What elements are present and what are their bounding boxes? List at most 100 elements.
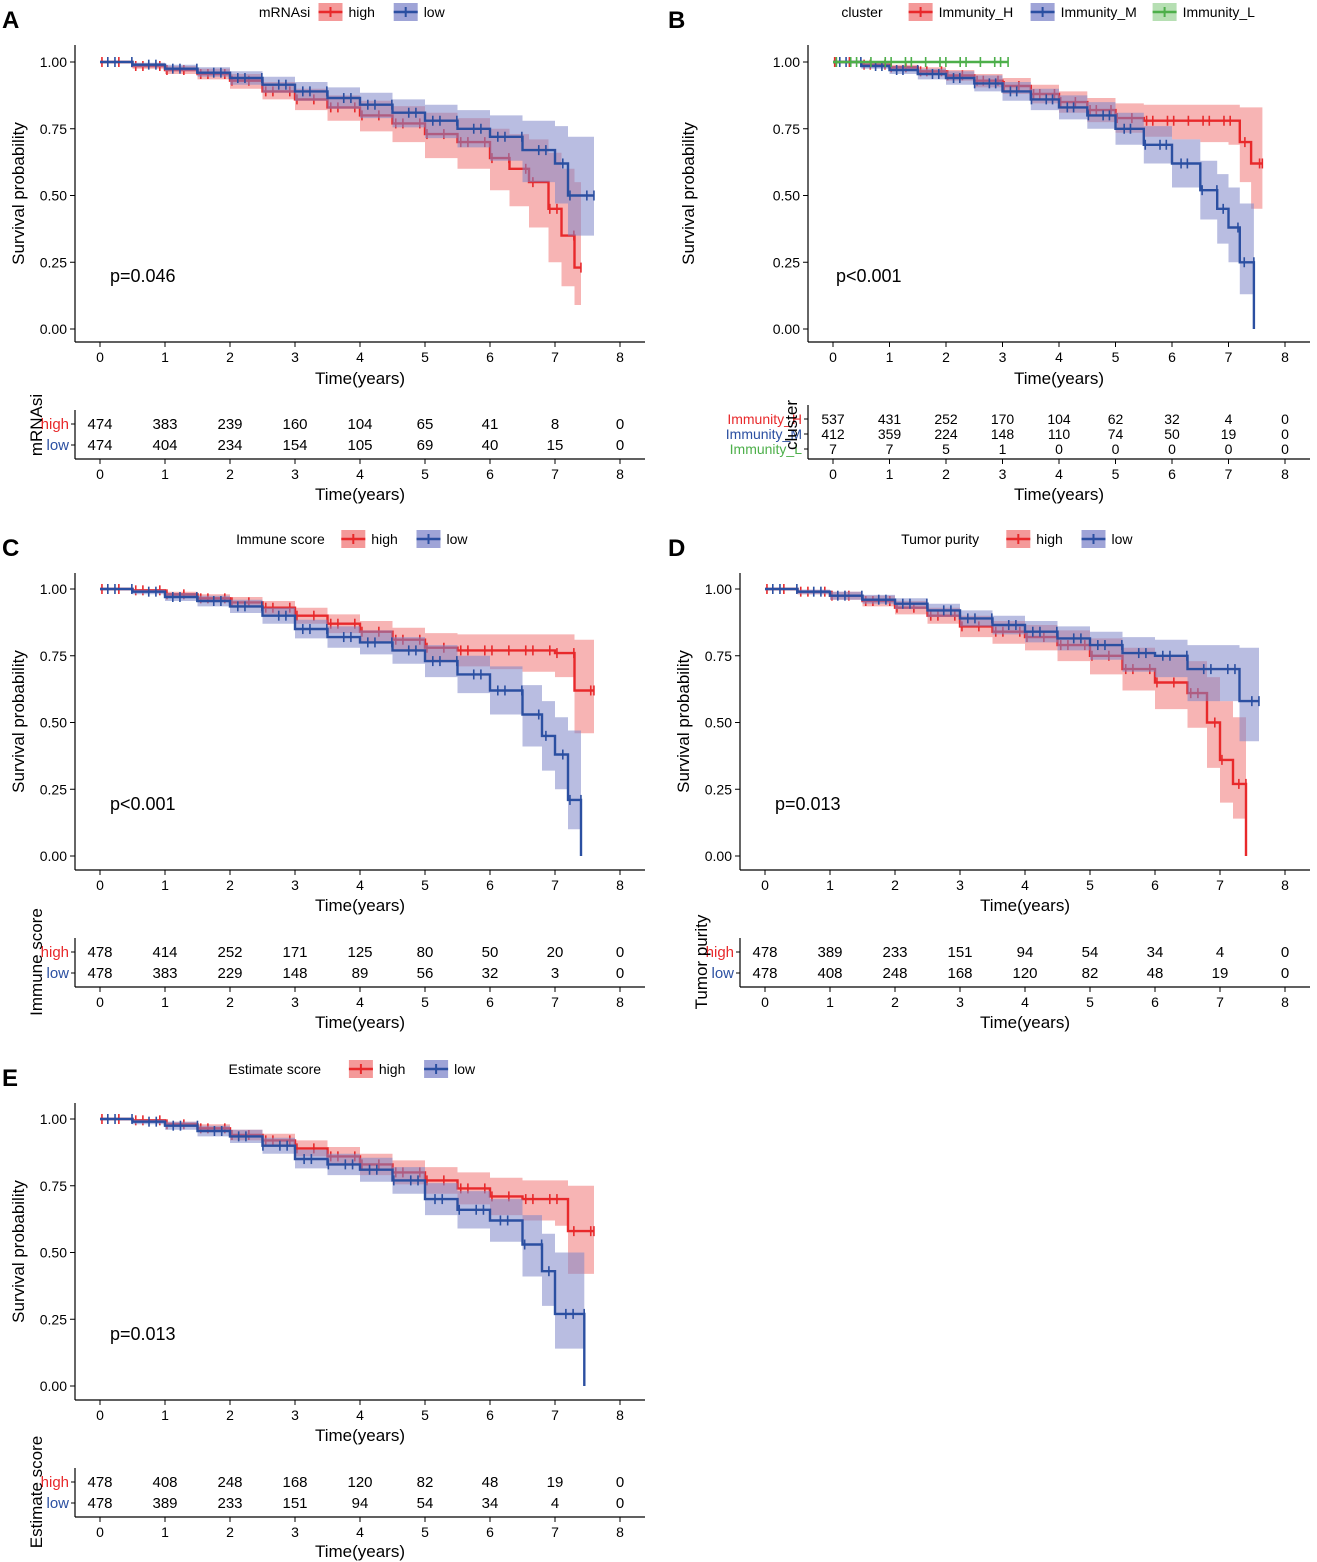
risk-count: 0 bbox=[616, 965, 624, 982]
risk-count: 41 bbox=[482, 416, 499, 433]
y-tick-label: 0.50 bbox=[773, 188, 800, 204]
risk-x-tick-label: 5 bbox=[421, 1524, 429, 1540]
x-tick-label: 4 bbox=[356, 1407, 364, 1423]
risk-count: 474 bbox=[87, 416, 112, 433]
risk-table-y-label: Estimate score bbox=[27, 1436, 46, 1548]
risk-count: 50 bbox=[1164, 426, 1180, 442]
risk-count: 0 bbox=[616, 416, 624, 433]
x-tick-label: 3 bbox=[291, 1407, 299, 1423]
risk-count: 74 bbox=[1108, 426, 1124, 442]
risk-x-tick-label: 7 bbox=[1216, 994, 1224, 1010]
risk-count: 82 bbox=[1082, 965, 1099, 982]
x-tick-label: 5 bbox=[421, 349, 429, 365]
risk-row-label: low bbox=[46, 437, 69, 454]
x-tick-label: 5 bbox=[1112, 349, 1120, 365]
risk-x-tick-label: 4 bbox=[356, 1524, 364, 1540]
risk-row-label: low bbox=[711, 965, 734, 982]
risk-count: 478 bbox=[87, 965, 112, 982]
legend-label: Immunity_M bbox=[1061, 4, 1137, 20]
legend: Immune score high low bbox=[236, 530, 468, 548]
x-tick-label: 5 bbox=[421, 1407, 429, 1423]
risk-count: 160 bbox=[282, 416, 307, 433]
series-immunity_l bbox=[833, 57, 1009, 67]
y-tick-label: 0.00 bbox=[40, 1378, 67, 1394]
risk-count: 8 bbox=[551, 416, 559, 433]
risk-x-tick-label: 6 bbox=[1151, 994, 1159, 1010]
risk-x-tick-label: 6 bbox=[486, 1524, 494, 1540]
risk-row-low: low 478 389 233 151 94 54 34 4 0 bbox=[46, 1495, 624, 1512]
risk-count: 4 bbox=[551, 1495, 559, 1512]
x-axis-label: Time(years) bbox=[315, 1426, 405, 1445]
y-tick-label: 1.00 bbox=[40, 581, 67, 597]
x-tick-label: 3 bbox=[291, 877, 299, 893]
risk-count: 65 bbox=[417, 416, 434, 433]
y-tick-label: 0.75 bbox=[705, 648, 732, 664]
y-tick-label: 0.25 bbox=[705, 781, 732, 797]
p-value: p=0.013 bbox=[775, 794, 841, 814]
risk-x-tick-label: 3 bbox=[291, 1524, 299, 1540]
risk-count: 48 bbox=[482, 1474, 499, 1491]
risk-count: 94 bbox=[1017, 944, 1034, 961]
confidence-band bbox=[765, 589, 1246, 819]
legend-title: mRNAsi bbox=[259, 4, 310, 20]
risk-x-tick-label: 1 bbox=[886, 466, 894, 482]
risk-count: 414 bbox=[152, 944, 177, 961]
risk-row-label: high bbox=[41, 1474, 69, 1491]
risk-count: 82 bbox=[417, 1474, 434, 1491]
risk-count: 94 bbox=[352, 1495, 369, 1512]
risk-table-y-label: mRNAsi bbox=[27, 394, 46, 456]
risk-count: 478 bbox=[87, 1474, 112, 1491]
risk-count: 408 bbox=[817, 965, 842, 982]
x-tick-label: 6 bbox=[1168, 349, 1176, 365]
x-tick-label: 4 bbox=[356, 349, 364, 365]
x-tick-label: 8 bbox=[616, 349, 624, 365]
risk-x-tick-label: 5 bbox=[1086, 994, 1094, 1010]
x-tick-label: 0 bbox=[96, 877, 104, 893]
x-tick-label: 1 bbox=[826, 877, 834, 893]
panel-letter: A bbox=[2, 7, 19, 34]
risk-count: 62 bbox=[1108, 411, 1124, 427]
risk-count: 80 bbox=[417, 944, 434, 961]
confidence-band bbox=[765, 589, 1259, 742]
risk-x-tick-label: 1 bbox=[826, 994, 834, 1010]
x-tick-label: 7 bbox=[551, 349, 559, 365]
risk-count: 120 bbox=[1012, 965, 1037, 982]
risk-count: 252 bbox=[934, 411, 958, 427]
risk-x-tick-label: 6 bbox=[486, 994, 494, 1010]
risk-count: 170 bbox=[991, 411, 1015, 427]
y-tick-label: 0.25 bbox=[773, 254, 800, 270]
y-tick-label: 0.50 bbox=[40, 715, 67, 731]
risk-count: 5 bbox=[942, 441, 950, 457]
risk-count: 89 bbox=[352, 965, 369, 982]
risk-count: 4 bbox=[1216, 944, 1224, 961]
x-tick-label: 4 bbox=[1055, 349, 1063, 365]
y-tick-label: 0.00 bbox=[40, 848, 67, 864]
legend-label: low bbox=[454, 1061, 476, 1077]
panel-c: C Immune score high low0.000.250.500.751.00… bbox=[2, 530, 645, 1032]
y-tick-label: 1.00 bbox=[705, 581, 732, 597]
risk-row-immunity_l: Immunity_L 7 7 5 1 0 0 0 0 0 bbox=[730, 441, 1289, 457]
y-axis-label: Survival probability bbox=[9, 122, 28, 265]
risk-count: 54 bbox=[1082, 944, 1099, 961]
risk-count: 148 bbox=[282, 965, 307, 982]
risk-count: 0 bbox=[1281, 426, 1289, 442]
x-tick-label: 2 bbox=[226, 1407, 234, 1423]
x-tick-label: 6 bbox=[486, 349, 494, 365]
risk-row-label: low bbox=[46, 1495, 69, 1512]
risk-x-tick-label: 0 bbox=[96, 994, 104, 1010]
x-tick-label: 5 bbox=[1086, 877, 1094, 893]
risk-count: 7 bbox=[829, 441, 837, 457]
series-low bbox=[100, 584, 583, 856]
risk-count: 19 bbox=[1221, 426, 1237, 442]
risk-table-x-label: Time(years) bbox=[1014, 485, 1104, 504]
risk-count: 0 bbox=[616, 944, 624, 961]
risk-count: 252 bbox=[217, 944, 242, 961]
risk-row-label: Immunity_L bbox=[730, 441, 803, 457]
legend-label: Immunity_H bbox=[939, 4, 1014, 20]
x-tick-label: 1 bbox=[161, 349, 169, 365]
risk-row-label: high bbox=[41, 944, 69, 961]
risk-x-tick-label: 2 bbox=[891, 994, 899, 1010]
risk-x-tick-label: 5 bbox=[421, 466, 429, 482]
x-tick-label: 2 bbox=[226, 877, 234, 893]
